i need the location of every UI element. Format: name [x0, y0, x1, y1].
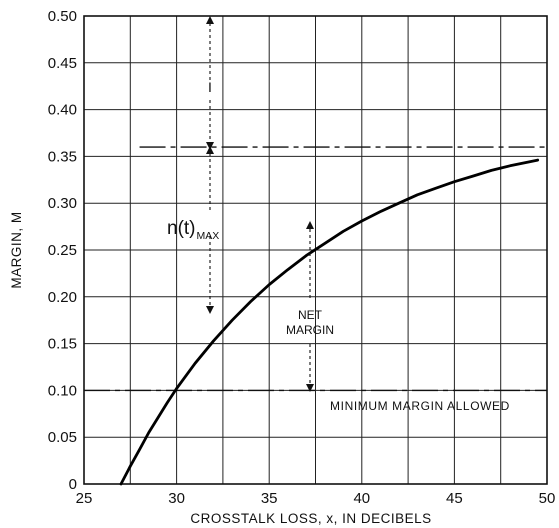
annotation-ntmax-sub: MAX	[197, 230, 220, 242]
y-tick-label: 0	[69, 476, 77, 493]
annotation-net: NET	[298, 308, 323, 322]
x-tick-label: 30	[168, 490, 185, 507]
y-tick-label: 0.20	[48, 289, 77, 306]
y-tick-label: 0.35	[48, 148, 77, 165]
y-axis-title: MARGIN, M	[9, 211, 24, 288]
annotation-margin: MARGIN	[286, 323, 334, 337]
x-tick-label: 50	[539, 490, 556, 507]
tick-labels: 25 30 35 40 45 50 0 0.05 0.10 0.15 0.20 0.25 0.30 0.3…	[48, 8, 556, 507]
y-tick-label: 0.15	[48, 336, 77, 353]
y-tick-label: 0.40	[48, 102, 77, 119]
y-tick-label: 0.05	[48, 429, 77, 446]
reference-lines	[84, 146, 547, 392]
y-tick-label: 0.30	[48, 195, 77, 212]
plot-frame	[83, 15, 548, 485]
x-tick-label: 45	[446, 490, 463, 507]
y-tick-label: 0.10	[48, 382, 77, 399]
series-line	[119, 158, 540, 486]
y-tick-label: 0.50	[48, 8, 77, 25]
x-tick-label: 35	[261, 490, 278, 507]
series-layer	[119, 158, 540, 486]
annotation-I: I	[208, 79, 212, 95]
x-axis-title: CROSSTALK LOSS, x, IN DECIBELS	[190, 511, 431, 526]
annotation-arrows	[206, 16, 314, 392]
x-tick-label: 40	[353, 490, 370, 507]
y-tick-label: 0.45	[48, 55, 77, 72]
annotation-ntmax-main: n(t)	[167, 218, 196, 239]
annotation-ntmax: n(t)MAX	[167, 218, 219, 242]
x-tick-label: 25	[76, 490, 93, 507]
y-tick-label: 0.25	[48, 242, 77, 259]
annotation-minimum-margin: MINIMUM MARGIN ALLOWED	[330, 399, 510, 413]
